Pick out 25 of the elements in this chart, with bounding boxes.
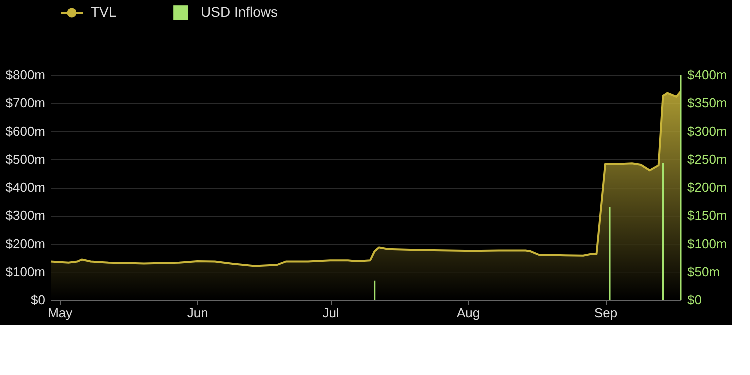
legend-label: USD Inflows <box>201 4 278 20</box>
x-tick-label: Sep <box>594 306 618 320</box>
y-tick-label: $100m <box>6 264 46 280</box>
y2-tick-label: $300m <box>688 124 728 139</box>
x-tick-label: Jul <box>322 306 340 320</box>
y-tick-label: $300m <box>6 208 46 224</box>
y2-tick-label: $50m <box>688 264 720 280</box>
y-tick-label: $700m <box>6 96 46 111</box>
y-tick-label: $400m <box>6 180 46 195</box>
y2-tick-label: $400m <box>688 68 728 82</box>
x-tick-label: Aug <box>456 306 480 320</box>
y2-tick-label: $250m <box>688 152 728 167</box>
y-tick-label: $500m <box>6 152 46 167</box>
y2-tick-label: $100m <box>688 236 728 252</box>
x-tick-label: Jun <box>187 306 208 320</box>
y-tick-label: $200m <box>6 236 46 252</box>
y-tick-label: $0 <box>31 292 46 308</box>
y2-tick-label: $200m <box>688 180 728 195</box>
x-tick-label: May <box>48 306 74 320</box>
legend-label: TVL <box>91 4 117 20</box>
y-tick-label: $800m <box>6 68 46 82</box>
y-tick-label: $600m <box>6 124 46 139</box>
y2-tick-label: $350m <box>688 96 728 111</box>
y2-tick-label: $0 <box>688 292 702 308</box>
y2-tick-label: $150m <box>688 208 728 224</box>
